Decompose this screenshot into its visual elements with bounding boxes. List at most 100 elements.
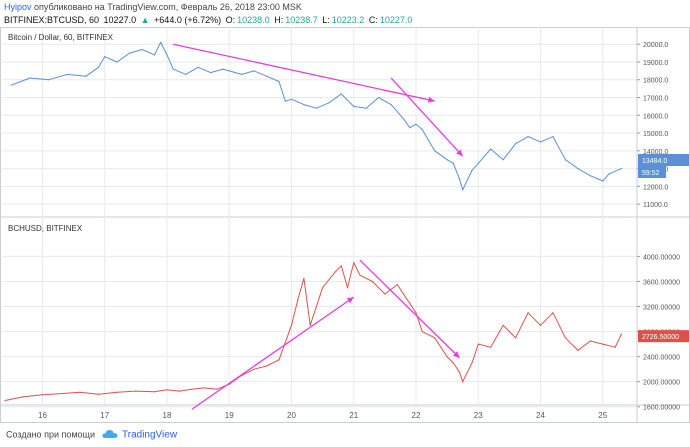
bch-data-point [153, 391, 156, 393]
btc-data-point [29, 77, 31, 79]
bch-data-point [353, 262, 355, 264]
btc-data-point [539, 141, 542, 143]
change-value: +644.0 (+6.72%) [154, 15, 222, 25]
x-tick-label: 18 [163, 411, 172, 420]
btc-data-point [97, 66, 100, 68]
btc-last-value-label: 13484.0 [642, 158, 667, 165]
author-link[interactable]: Hyipov [4, 2, 32, 12]
x-tick-label: 23 [474, 411, 483, 420]
open-label: O: [225, 15, 236, 25]
y-tick-label: 17000.0 [643, 96, 668, 103]
x-tick-label: 17 [100, 411, 109, 420]
x-tick-label: 21 [349, 411, 358, 420]
bch-data-point [620, 333, 623, 335]
btc-data-point [452, 162, 454, 164]
y-tick-label: 3600.00000 [643, 279, 680, 286]
btc-data-point [577, 167, 579, 170]
trend-arrow-head [346, 297, 354, 304]
y-tick-label: 11000.0 [643, 202, 668, 209]
last-price: 10227.0 [103, 15, 137, 25]
bch-last-value-label: 2726.50000 [642, 334, 679, 341]
btc-data-point [415, 123, 417, 125]
y-tick-label: 2400.00000 [643, 355, 680, 362]
btc-data-point [421, 128, 423, 131]
btc-data-point [85, 75, 87, 77]
btc-data-point [434, 150, 436, 152]
bch-data-point [564, 337, 567, 339]
bch-data-point [415, 312, 417, 314]
low-value: 10223.2 [331, 15, 365, 25]
chart-background [0, 27, 690, 423]
trend-arrow-line [173, 43, 435, 102]
btc-data-point [402, 118, 405, 120]
bch-data-point [4, 399, 6, 402]
bch-data-point [359, 274, 361, 276]
y-tick-label: 1600.00000 [643, 405, 680, 412]
btc-data-point [284, 100, 286, 102]
btc-data-point [340, 93, 342, 95]
y-tick-label: 19000.0 [643, 60, 668, 67]
x-tick-label: 25 [598, 411, 607, 420]
up-arrow-icon: ▲ [140, 15, 150, 25]
btc-data-point [66, 73, 68, 76]
annotation-layer [173, 43, 464, 410]
btc-data-point [527, 136, 529, 138]
bch-panel-title: BCHUSD, BITFINEX [8, 224, 83, 233]
bch-data-point [477, 343, 479, 345]
bch-data-point [41, 394, 44, 396]
btc-data-point [589, 175, 591, 177]
btc-data-point [104, 56, 106, 58]
bch-data-point [191, 388, 193, 390]
btc-data-point [502, 159, 504, 161]
btc-data-point [141, 48, 143, 51]
bch-data-point [346, 287, 349, 289]
high-value: 10238.7 [285, 15, 318, 25]
created-with-text: Создано при помощи [6, 429, 95, 440]
btc-data-point [490, 148, 492, 150]
btc-data-point [303, 104, 305, 106]
chart-area[interactable]: 1617181920212223242511000.012000.013000.… [0, 27, 690, 423]
y-tick-label: 3200.00000 [643, 305, 680, 312]
bch-data-point [79, 391, 81, 393]
low-label: L: [322, 15, 330, 25]
btc-data-point [48, 79, 50, 81]
bch-data-point [384, 293, 386, 295]
bch-data-point [303, 277, 305, 279]
tradingview-brand-link[interactable]: TradingView [122, 429, 178, 441]
close-label: C: [368, 15, 378, 25]
y-tick-label: 14000.0 [643, 149, 668, 156]
bch-data-point [253, 368, 255, 370]
grid-layer [0, 27, 690, 423]
symbol-label: BITFINEX:BTCUSD, 60 [4, 15, 100, 25]
btc-data-point [409, 127, 411, 129]
published-text: опубликовано на TradingView.com, Февраль… [34, 2, 302, 12]
btc-data-point [471, 169, 473, 171]
publish-info: Hyipov опубликовано на TradingView.com, … [4, 2, 302, 12]
bch-data-point [23, 396, 25, 398]
y-tick-label: 2000.00000 [643, 380, 680, 387]
btc-data-point [458, 178, 461, 180]
bch-data-point [490, 346, 492, 348]
bch-data-point [446, 356, 448, 358]
btc-data-point [515, 143, 517, 145]
bch-data-point [515, 337, 517, 339]
bch-data-point [97, 393, 100, 395]
bch-data-point [371, 280, 374, 283]
btc-data-point [602, 180, 604, 182]
btc-data-point [446, 159, 448, 161]
btc-data-point [228, 70, 230, 72]
open-value: 10238.0 [237, 15, 270, 25]
series-layer [4, 41, 623, 402]
btc-data-point [315, 107, 317, 109]
x-tick-label: 22 [412, 411, 421, 420]
x-tick-label: 19 [225, 411, 234, 420]
bch-data-point [116, 391, 118, 393]
y-tick-label: 4000.00000 [643, 254, 680, 261]
btc-data-point [328, 102, 330, 104]
bch-data-point [402, 293, 405, 295]
bch-data-point [409, 302, 411, 304]
btc-data-point [278, 80, 280, 83]
trend-arrow-line [191, 296, 355, 410]
bch-data-point [135, 390, 137, 392]
x-tick-label: 24 [536, 411, 545, 420]
